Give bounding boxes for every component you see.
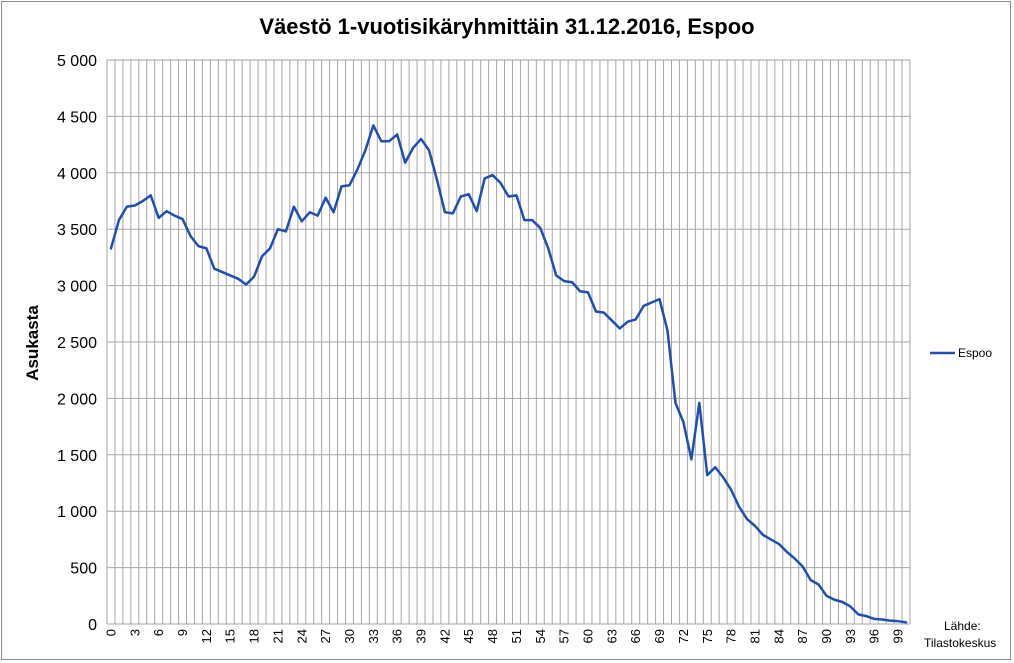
x-tick-label: 27 <box>318 629 333 643</box>
x-tick-label: 12 <box>199 629 214 643</box>
x-tick-label: 45 <box>461 629 476 643</box>
y-tick-label: 3 500 <box>57 222 97 239</box>
x-tick-label: 57 <box>557 629 572 643</box>
y-tick-label: 4 500 <box>57 109 97 126</box>
x-tick-label: 51 <box>509 629 524 643</box>
chart-title: Väestö 1-vuotisikäryhmittäin 31.12.2016,… <box>259 14 754 39</box>
legend: Espoo <box>930 346 992 360</box>
x-tick-label: 84 <box>771 629 786 643</box>
x-tick-label: 48 <box>485 629 500 643</box>
y-tick-label: 2 500 <box>57 335 97 352</box>
x-tick-label: 18 <box>247 629 262 643</box>
series-line-espoo <box>109 124 908 624</box>
x-tick-label: 9 <box>175 629 190 636</box>
source-label: Lähde: <box>944 619 981 633</box>
y-axis-tick-labels: 0 500 1 000 1 500 2 000 2 500 3 000 3 500 4 000 4… <box>57 53 97 634</box>
source-name: Tilastokeskus <box>924 636 996 650</box>
x-tick-label: 3 <box>127 629 142 636</box>
x-tick-label: 42 <box>437 629 452 643</box>
x-tick-label: 90 <box>819 629 834 643</box>
x-tick-label: 93 <box>843 629 858 643</box>
x-tick-label: 15 <box>223 629 238 643</box>
x-axis-tick-labels: 0 3 6 9 12 15 18 21 24 27 30 33 36 39 42 45 48 51 54 57 60 63… <box>103 629 905 643</box>
x-tick-label: 66 <box>628 629 643 643</box>
x-tick-label: 30 <box>342 629 357 643</box>
y-tick-label: 0 <box>88 617 97 634</box>
x-tick-label: 0 <box>103 629 118 636</box>
y-tick-label: 2 000 <box>57 391 97 408</box>
x-tick-label: 60 <box>581 629 596 643</box>
x-tick-label: 69 <box>652 629 667 643</box>
x-tick-label: 87 <box>795 629 810 643</box>
x-tick-label: 24 <box>294 629 309 643</box>
x-tick-label: 54 <box>533 629 548 643</box>
x-tick-label: 78 <box>724 629 739 643</box>
series-layer <box>109 124 908 624</box>
y-tick-label: 3 000 <box>57 279 97 296</box>
y-tick-label: 500 <box>70 561 97 578</box>
x-tick-label: 63 <box>604 629 619 643</box>
y-tick-label: 4 000 <box>57 166 97 183</box>
x-tick-label: 75 <box>700 629 715 643</box>
x-tick-label: 99 <box>891 629 906 643</box>
x-tick-label: 36 <box>390 629 405 643</box>
x-tick-label: 72 <box>676 629 691 643</box>
legend-label-espoo: Espoo <box>958 346 992 360</box>
horizontal-gridlines <box>107 59 910 625</box>
x-tick-label: 96 <box>867 629 882 643</box>
y-tick-label: 5 000 <box>57 53 97 70</box>
x-tick-label: 21 <box>270 629 285 643</box>
x-tick-label: 39 <box>414 629 429 643</box>
x-tick-label: 6 <box>151 629 166 636</box>
y-tick-label: 1 000 <box>57 504 97 521</box>
y-tick-label: 1 500 <box>57 448 97 465</box>
x-tick-label: 33 <box>366 629 381 643</box>
x-tick-label: 81 <box>747 629 762 643</box>
y-axis-label: Asukasta <box>23 305 42 381</box>
